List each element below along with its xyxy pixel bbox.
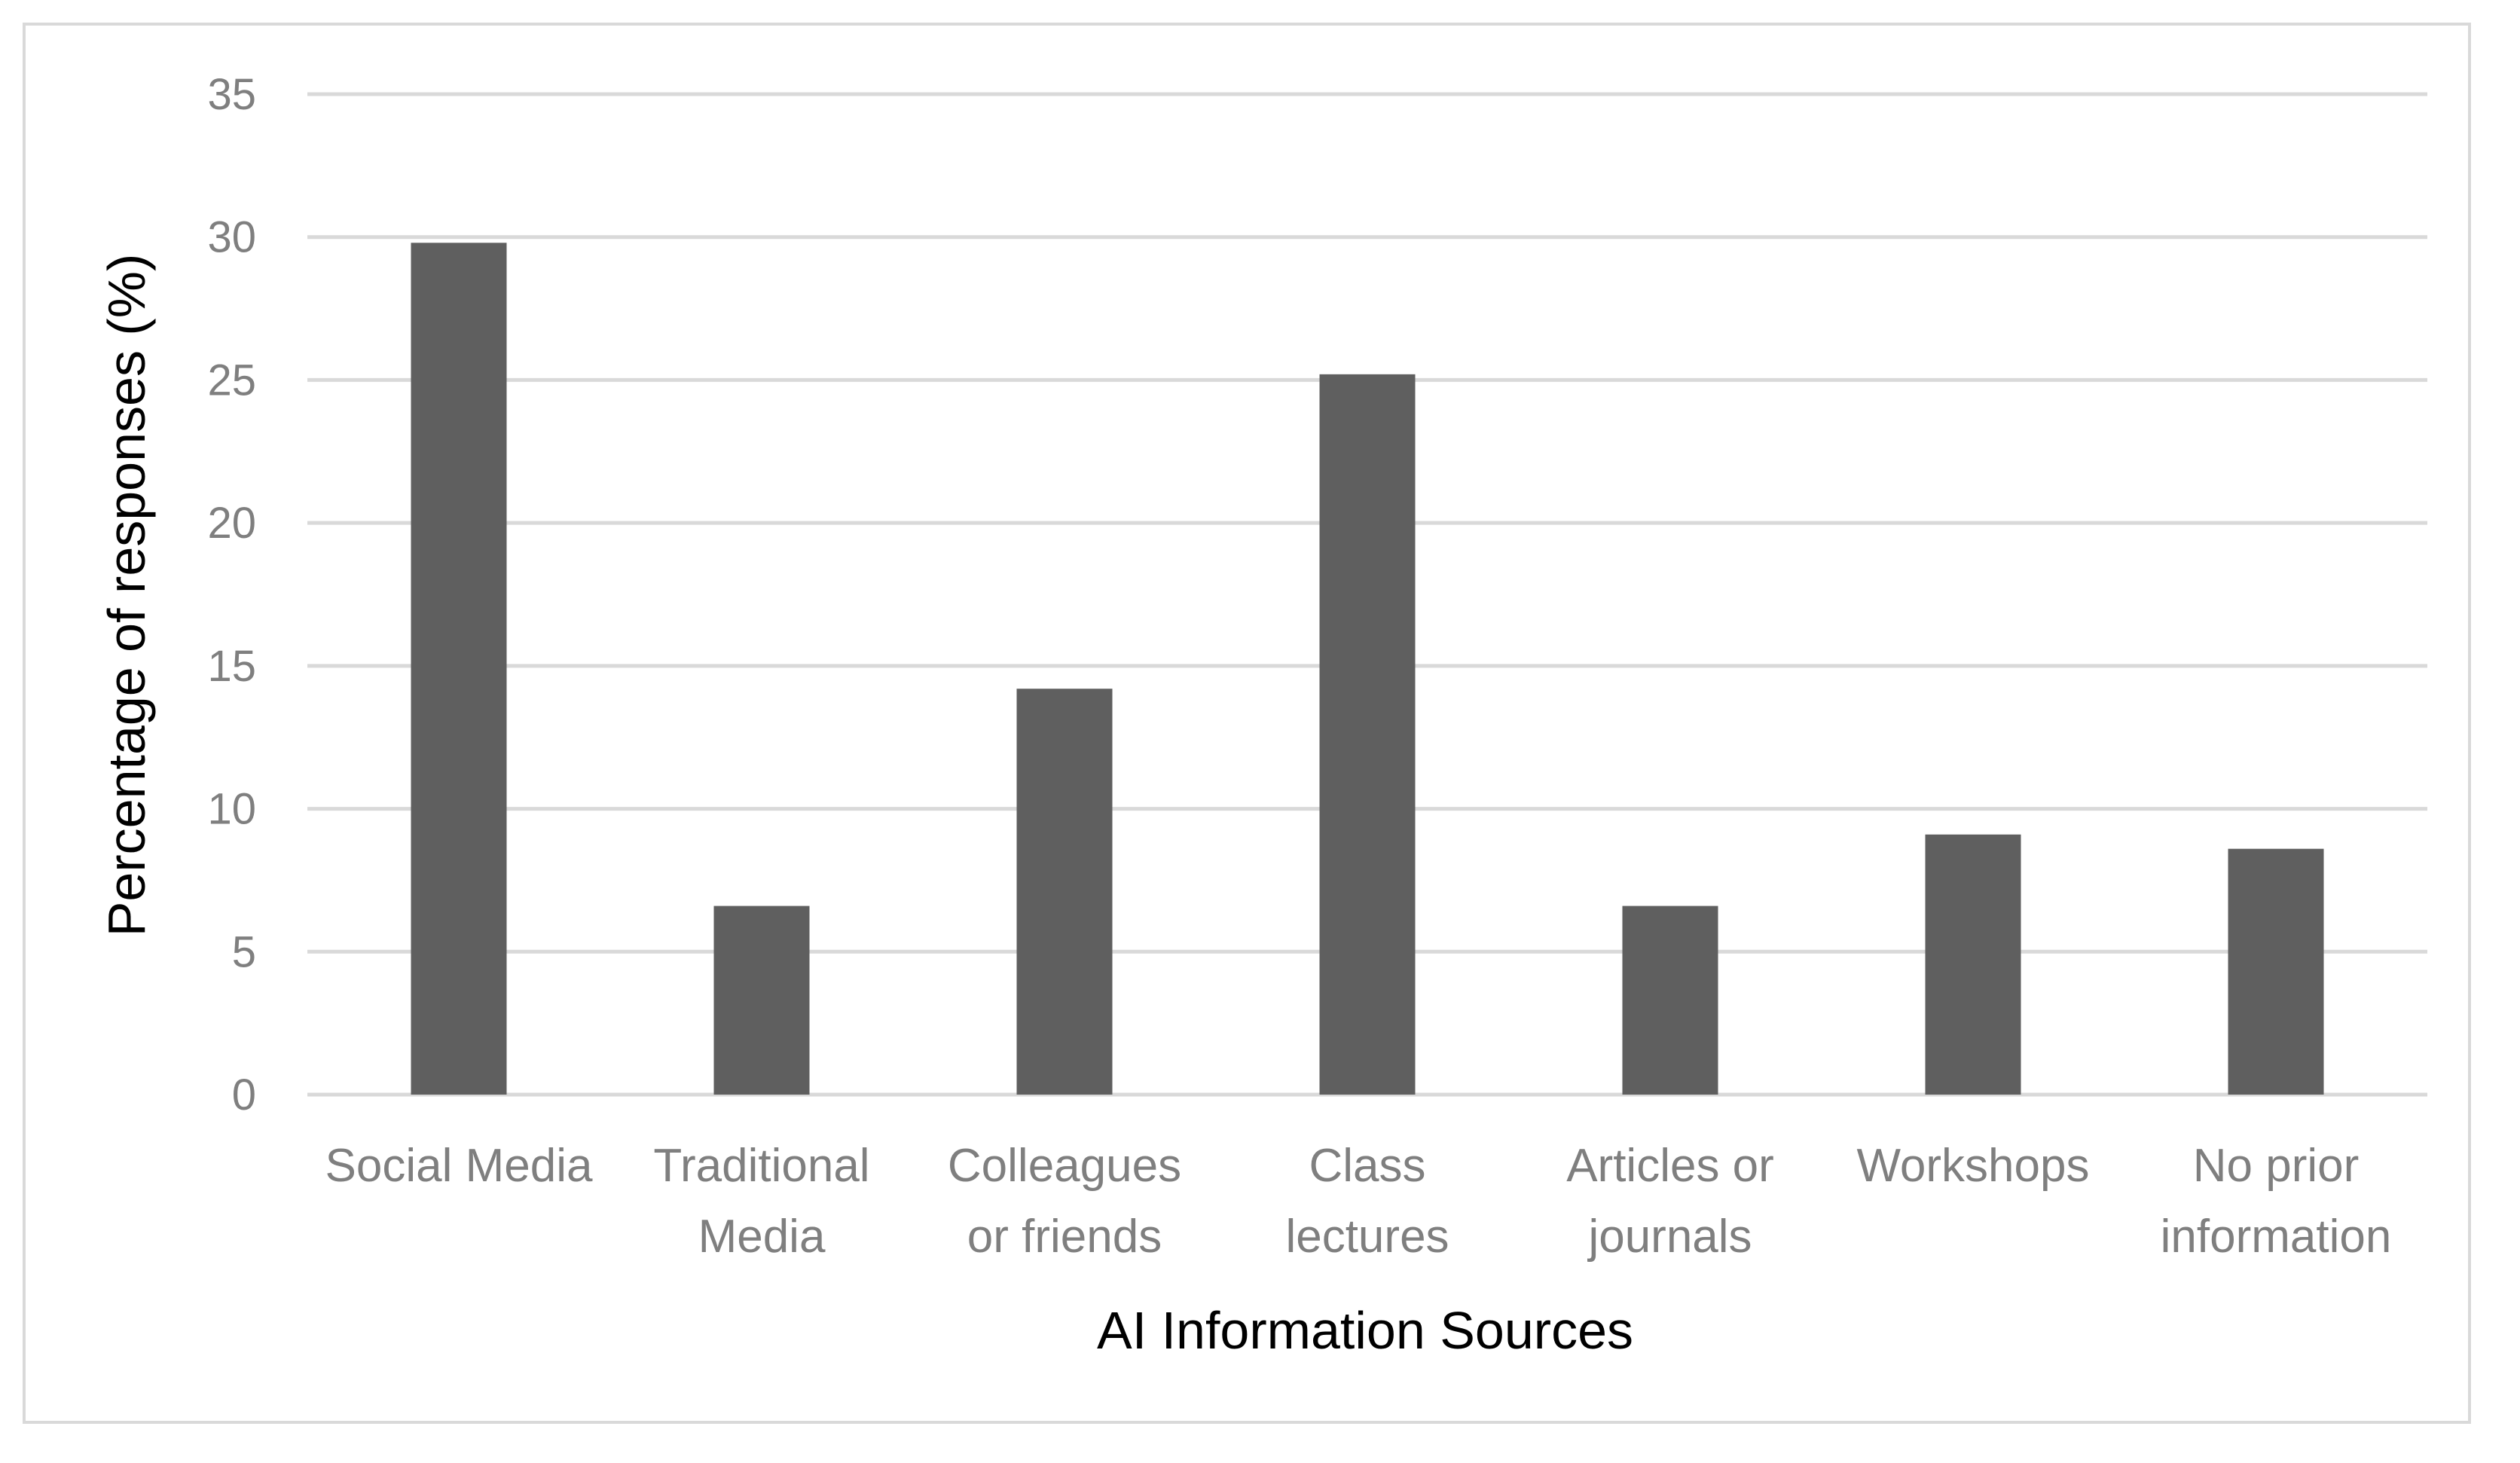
- x-category-label-line: Workshops: [1857, 1140, 2090, 1192]
- x-category-label: No prior information: [2161, 1140, 2392, 1263]
- x-category-label-line: information: [2161, 1211, 2392, 1263]
- x-category-label-line: Class: [1309, 1140, 1425, 1192]
- y-tick-label: 0: [232, 1071, 256, 1119]
- bar: [411, 243, 507, 1095]
- x-category-label: Traditional Media: [653, 1140, 869, 1263]
- y-axis-ticks: 0 5 10 15 20 25 30 35: [207, 70, 256, 1119]
- bar: [1016, 689, 1113, 1095]
- x-category-label-line: Articles or: [1566, 1140, 1774, 1192]
- y-axis-title: Percentage of responses (%): [97, 254, 156, 937]
- bar: [713, 906, 810, 1095]
- x-category-label: Workshops: [1857, 1140, 2090, 1192]
- bars: [411, 243, 2324, 1095]
- x-category-label-line: lectures: [1285, 1211, 1449, 1263]
- y-tick-label: 15: [207, 642, 256, 691]
- x-category-label: Class lectures: [1285, 1140, 1449, 1263]
- y-tick-label: 30: [207, 213, 256, 262]
- x-category-label: Colleagues or friends: [948, 1140, 1181, 1263]
- y-tick-label: 10: [207, 785, 256, 834]
- x-category-label: Social Media: [325, 1140, 593, 1192]
- y-tick-label: 20: [207, 499, 256, 548]
- bar: [1622, 906, 1718, 1095]
- x-axis-categories: Social Media Traditional Media Colleagues or…: [325, 1140, 2392, 1263]
- x-category-label-line: Media: [698, 1211, 826, 1263]
- bar: [1925, 834, 2021, 1095]
- x-category-label-line: Social Media: [325, 1140, 593, 1192]
- x-category-label-line: Colleagues: [948, 1140, 1181, 1192]
- y-tick-label: 5: [232, 927, 256, 976]
- x-category-label-line: No prior: [2193, 1140, 2360, 1192]
- y-tick-label: 35: [207, 70, 256, 119]
- x-category-label-line: or friends: [967, 1211, 1162, 1263]
- x-category-label: Articles or journals: [1566, 1140, 1774, 1263]
- x-category-label-line: journals: [1587, 1211, 1752, 1263]
- y-tick-label: 25: [207, 356, 256, 405]
- bar: [1319, 374, 1416, 1095]
- x-axis-title: AI Information Sources: [1097, 1301, 1633, 1360]
- x-category-label-line: Traditional: [653, 1140, 869, 1192]
- bar: [2228, 848, 2324, 1095]
